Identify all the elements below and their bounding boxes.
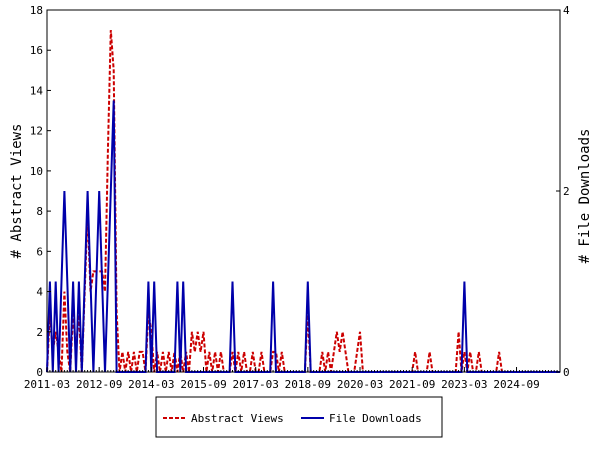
y-tick-label: 0 [36, 366, 43, 379]
x-tick-label: 2020-03 [337, 378, 383, 391]
y-tick-label: 14 [30, 84, 44, 97]
legend: Abstract Views File Downloads [155, 396, 443, 438]
axis-layer: 0 2 4 6 8 10 12 14 16 18 0 2 4 2011-03 2012-09 2014-03 2… [24, 4, 570, 391]
y2-tick-label: 4 [563, 4, 570, 17]
legend-label-file-downloads: File Downloads [329, 412, 422, 425]
y-tick-label: 12 [30, 125, 43, 138]
y-tick-label: 8 [36, 205, 43, 218]
x-tick-label: 2017-03 [232, 378, 278, 391]
y2-tick-label: 0 [563, 366, 570, 379]
y-tick-label: 6 [36, 245, 43, 258]
y-axis-title: # Abstract Views [9, 124, 25, 259]
legend-box [155, 396, 443, 438]
y-tick-label: 2 [36, 326, 43, 339]
y-tick-label: 10 [30, 165, 43, 178]
y-tick-label: 16 [30, 44, 43, 57]
x-tick-label: 2012-09 [76, 378, 122, 391]
x-tick-label: 2011-03 [24, 378, 70, 391]
x-tick-label: 2021-09 [389, 378, 435, 391]
y-tick-label: 18 [30, 4, 43, 17]
x-tick-label: 2023-03 [441, 378, 487, 391]
y2-tick-label: 2 [563, 185, 570, 198]
x-tick-label: 2014-03 [128, 378, 174, 391]
x-tick-label: 2024-09 [493, 378, 539, 391]
x-tick-label: 2015-09 [180, 378, 226, 391]
legend-label-abstract-views: Abstract Views [191, 412, 284, 425]
y-tick-label: 4 [36, 286, 43, 299]
y2-axis-title: # File Downloads [577, 129, 593, 264]
x-tick-label: 2018-09 [285, 378, 331, 391]
